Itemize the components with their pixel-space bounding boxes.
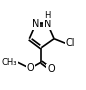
Text: CH₃: CH₃ <box>2 58 17 67</box>
Text: N: N <box>44 19 51 29</box>
Text: N: N <box>32 19 39 29</box>
Text: Cl: Cl <box>65 38 75 48</box>
Text: H: H <box>44 11 51 20</box>
Text: O: O <box>47 64 55 74</box>
Text: O: O <box>26 63 34 73</box>
